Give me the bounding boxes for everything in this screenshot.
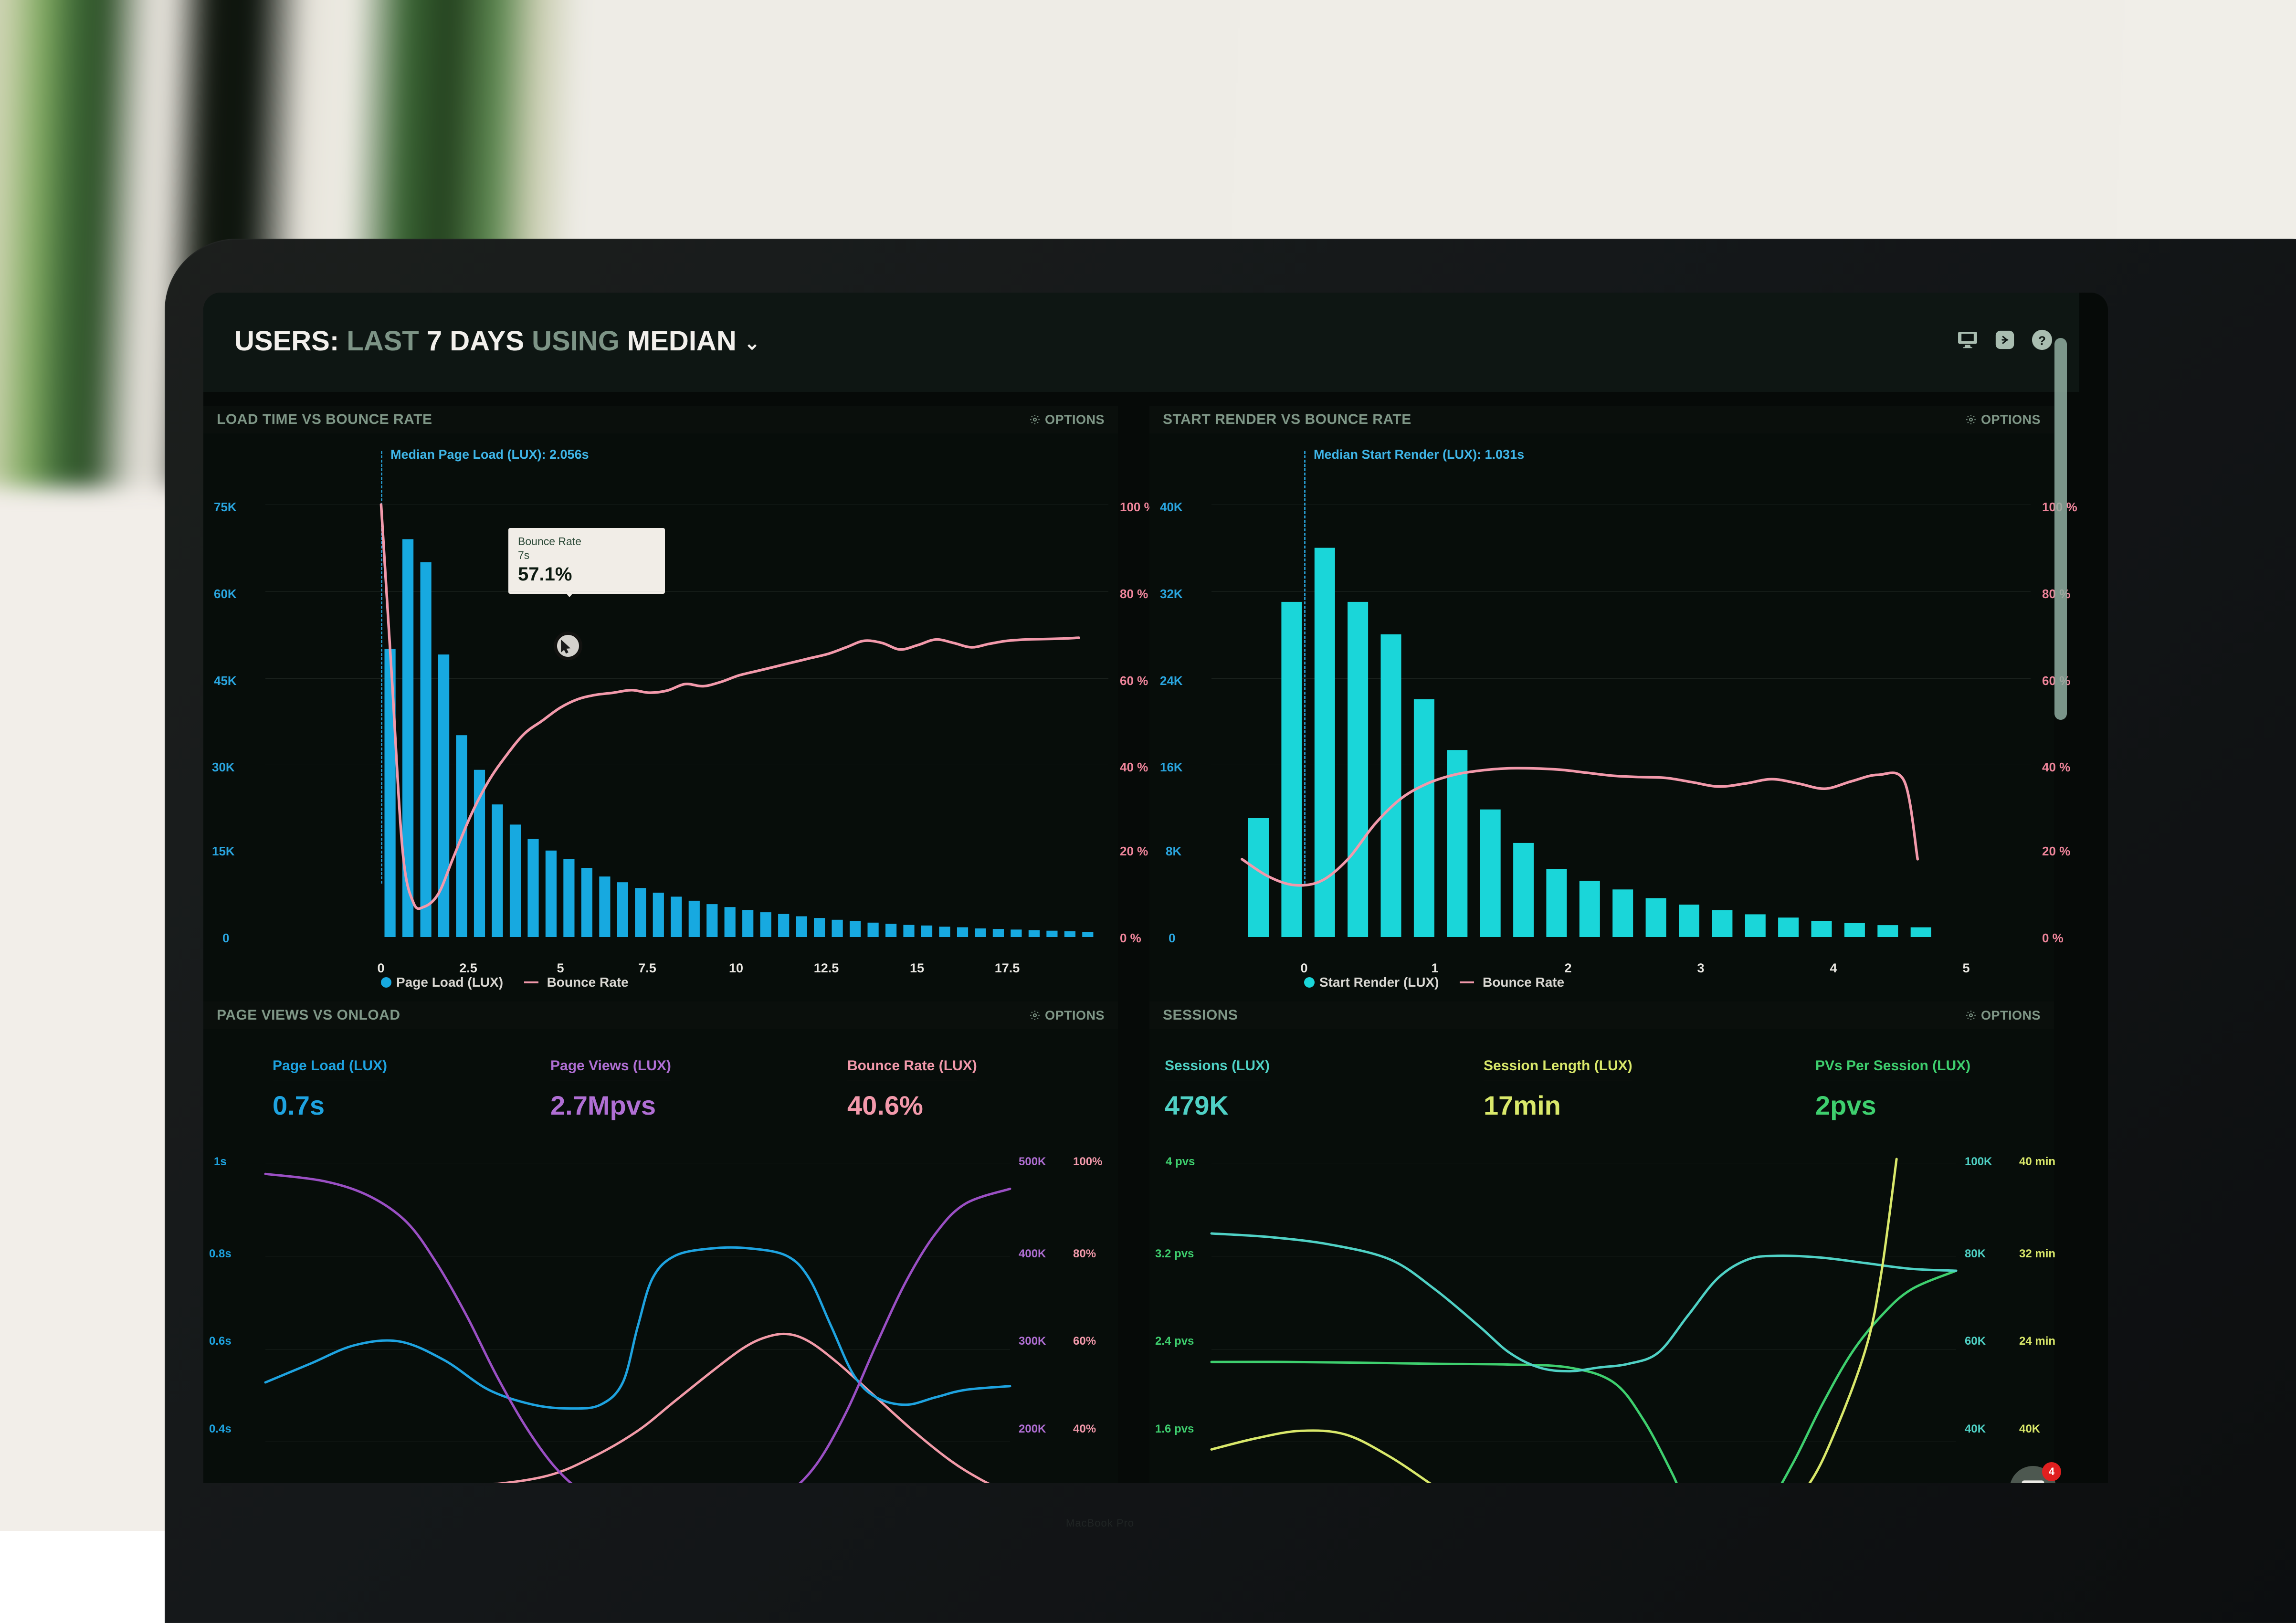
svg-text:?: ? (2038, 335, 2046, 348)
